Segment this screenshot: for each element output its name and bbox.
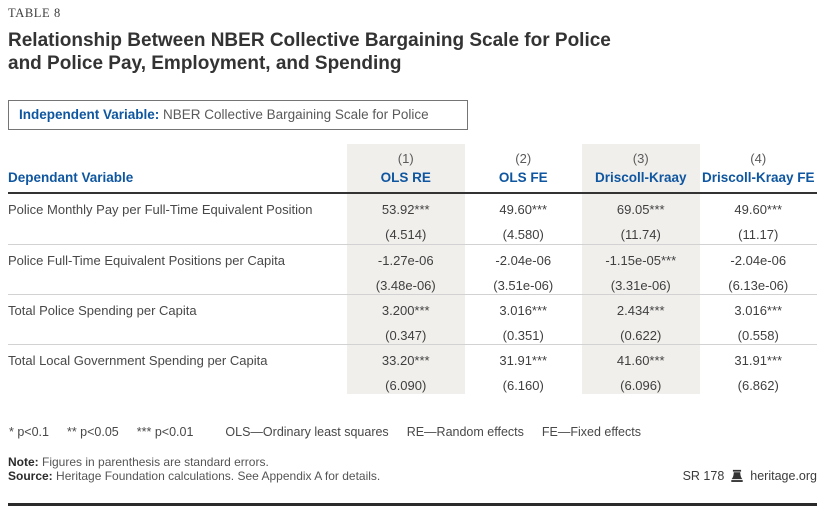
cell: -2.04e-06 (6.13e-06) — [700, 245, 818, 294]
standard-error-value: (0.558) — [737, 328, 779, 343]
cell: 41.60*** (6.096) — [582, 345, 700, 394]
standard-error-value: (11.17) — [738, 227, 779, 242]
note-text: Figures in parenthesis are standard erro… — [42, 455, 269, 469]
row-label: Police Monthly Pay per Full-Time Equival… — [8, 202, 313, 217]
coefficient-value: 3.200*** — [381, 303, 430, 318]
column-header-4: (4) Driscoll-Kraay FE — [700, 144, 818, 192]
table-row: Police Monthly Pay per Full-Time Equival… — [8, 194, 817, 244]
column-header-2: (2) OLS FE — [465, 144, 583, 192]
legend-item: OLS—Ordinary least squares — [225, 425, 389, 439]
table-row: Police Full-Time Equivalent Positions pe… — [8, 244, 817, 294]
coefficient-value: -1.15e-05*** — [605, 253, 677, 268]
coefficient-value: 53.92*** — [381, 202, 430, 217]
coefficient-value: 41.60*** — [616, 353, 665, 368]
coefficient-value: 3.016*** — [734, 303, 783, 318]
row-label: Total Police Spending per Capita — [8, 303, 197, 318]
standard-error-value: (0.351) — [502, 328, 544, 343]
cell: 33.20*** (6.090) — [347, 345, 465, 394]
column-number: (4) — [750, 151, 767, 166]
standard-error-value: (3.48e-06) — [375, 278, 436, 293]
standard-error-value: (4.580) — [502, 227, 544, 242]
coefficient-value: 2.434*** — [616, 303, 665, 318]
cell: 69.05*** (11.74) — [582, 194, 700, 244]
legend-item: ** p<0.05 — [66, 425, 119, 439]
cell: 49.60*** (4.580) — [465, 194, 583, 244]
source-line: Source: Heritage Foundation calculations… — [8, 468, 381, 484]
table-header-row: Dependant Variable (1) OLS RE (2) OLS FE… — [8, 144, 817, 194]
report-brand: SR 178 heritage.org — [683, 469, 817, 483]
page-footer: Note: Figures in parenthesis are standar… — [8, 455, 817, 484]
column-number: (1) — [397, 151, 414, 166]
significance-legend: * p<0.1 ** p<0.05 *** p<0.01 OLS—Ordinar… — [9, 425, 817, 439]
coefficient-value: 31.91*** — [499, 353, 548, 368]
coefficient-value: -1.27e-06 — [377, 253, 434, 268]
standard-error-value: (3.51e-06) — [493, 278, 554, 293]
coefficient-value: 31.91*** — [734, 353, 783, 368]
column-name: OLS RE — [380, 170, 431, 185]
cell: -2.04e-06 (3.51e-06) — [465, 245, 583, 294]
coefficient-value: 3.016*** — [499, 303, 548, 318]
site-label: heritage.org — [750, 469, 817, 483]
table-row: Total Police Spending per Capita 3.200**… — [8, 294, 817, 344]
cell: 31.91*** (6.862) — [700, 345, 818, 394]
table-row: Total Local Government Spending per Capi… — [8, 344, 817, 394]
cell: -1.27e-06 (3.48e-06) — [347, 245, 465, 294]
standard-error-value: (0.622) — [620, 328, 662, 343]
column-name: Driscoll-Kraay FE — [701, 170, 815, 185]
cell: 49.60*** (11.17) — [700, 194, 818, 244]
cell: 3.016*** (0.558) — [700, 295, 818, 344]
standard-error-value: (0.347) — [385, 328, 427, 343]
column-header-dependent-variable: Dependant Variable — [8, 170, 134, 185]
note-line: Note: Figures in parenthesis are standar… — [8, 455, 380, 470]
regression-table: Dependant Variable (1) OLS RE (2) OLS FE… — [8, 144, 817, 394]
row-label: Total Local Government Spending per Capi… — [8, 353, 268, 368]
column-header-1: (1) OLS RE — [347, 144, 465, 192]
standard-error-value: (4.514) — [385, 227, 427, 242]
row-label: Police Full-Time Equivalent Positions pe… — [8, 253, 285, 268]
independent-variable-box: Independent Variable: NBER Collective Ba… — [8, 100, 468, 130]
legend-item: FE—Fixed effects — [541, 425, 641, 439]
standard-error-value: (6.090) — [385, 378, 427, 393]
standard-error-value: (6.13e-06) — [728, 278, 789, 293]
coefficient-value: 49.60*** — [734, 202, 783, 217]
cell: 53.92*** (4.514) — [347, 194, 465, 244]
column-name: Driscoll-Kraay — [594, 170, 687, 185]
coefficient-value: 49.60*** — [499, 202, 548, 217]
legend-item: * p<0.1 — [9, 425, 49, 439]
footnotes: Note: Figures in parenthesis are standar… — [8, 455, 381, 484]
standard-error-value: (6.160) — [502, 378, 544, 393]
liberty-bell-icon — [730, 469, 744, 483]
source-label: Source: — [8, 468, 53, 483]
bottom-rule — [8, 503, 817, 506]
column-name: OLS FE — [498, 170, 548, 185]
column-number: (3) — [632, 151, 649, 166]
independent-variable-label: Independent Variable: — [19, 107, 160, 122]
coefficient-value: -2.04e-06 — [495, 253, 552, 268]
cell: 31.91*** (6.160) — [465, 345, 583, 394]
column-header-3: (3) Driscoll-Kraay — [582, 144, 700, 192]
cell: 2.434*** (0.622) — [582, 295, 700, 344]
column-number: (2) — [515, 151, 532, 166]
cell: 3.016*** (0.351) — [465, 295, 583, 344]
note-label: Note: — [8, 455, 39, 469]
table-title-line2: and Police Pay, Employment, and Spending — [8, 52, 402, 74]
cell: 3.200*** (0.347) — [347, 295, 465, 344]
standard-error-value: (6.096) — [620, 378, 662, 393]
independent-variable-value: NBER Collective Bargaining Scale for Pol… — [163, 107, 429, 122]
source-text: Heritage Foundation calculations. See Ap… — [56, 468, 381, 483]
coefficient-value: 69.05*** — [616, 202, 665, 217]
coefficient-value: 33.20*** — [381, 353, 430, 368]
cell: -1.15e-05*** (3.31e-06) — [582, 245, 700, 294]
standard-error-value: (6.862) — [737, 378, 779, 393]
coefficient-value: -2.04e-06 — [730, 253, 787, 268]
standard-error-value: (11.74) — [620, 227, 661, 242]
legend-item: *** p<0.01 — [136, 425, 194, 439]
legend-item: RE—Random effects — [406, 425, 524, 439]
table-number-label: TABLE 8 — [8, 6, 61, 20]
table-title: Relationship Between NBER Collective Bar… — [8, 30, 817, 75]
report-id: SR 178 — [682, 469, 725, 483]
standard-error-value: (3.31e-06) — [610, 278, 671, 293]
table-title-line1: Relationship Between NBER Collective Bar… — [8, 30, 611, 51]
